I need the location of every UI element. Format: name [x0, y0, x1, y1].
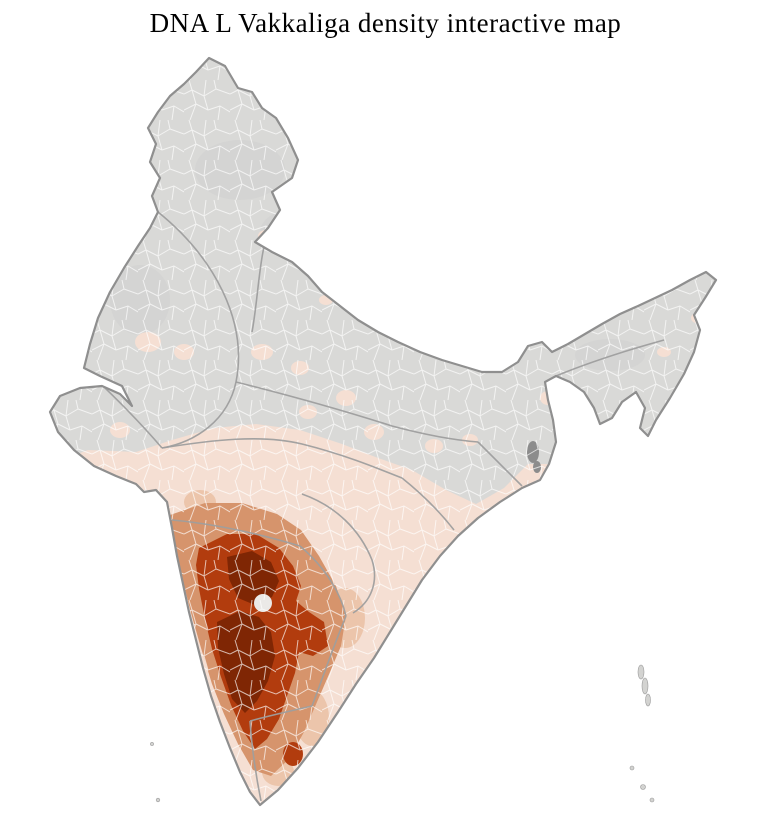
lakshadweep-islands[interactable]: [150, 742, 161, 803]
page-title: DNA L Vakkaliga density interactive map: [149, 8, 622, 38]
india-outline: [48, 56, 718, 807]
missing-data-district[interactable]: [254, 594, 272, 612]
andaman-nicobar-islands[interactable]: [629, 664, 655, 803]
density-district-high-south[interactable]: [283, 742, 303, 766]
